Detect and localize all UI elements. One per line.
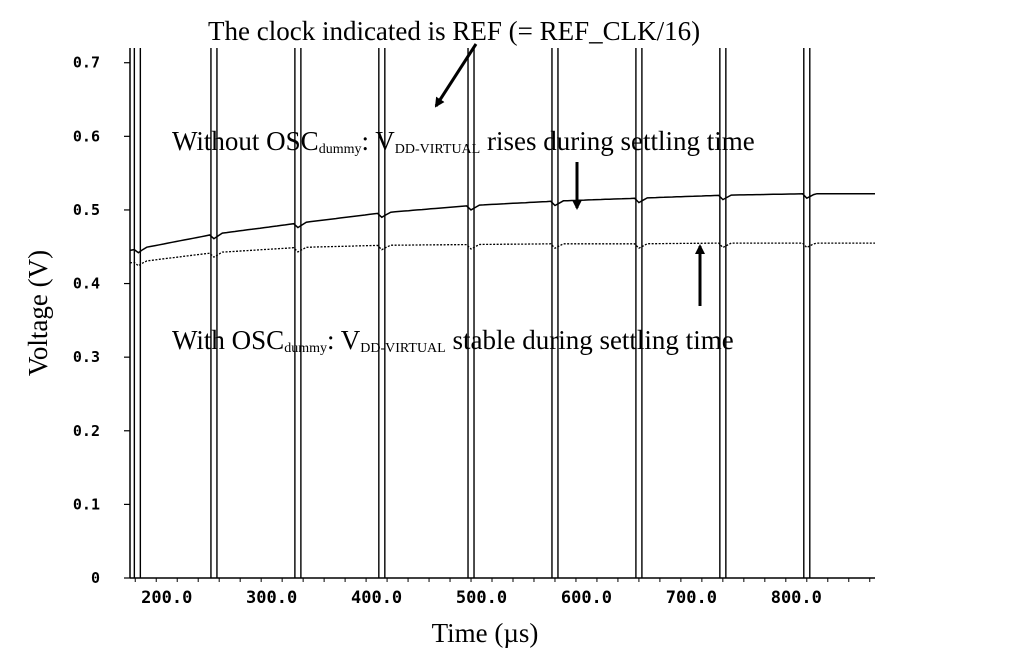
with-mid: : V [327,325,361,355]
x-tick-label: 700.0 [666,588,717,608]
y-tick-label: 0 [91,569,100,587]
y-tick-label: 0.1 [73,495,100,513]
without-mid: : V [361,126,395,156]
x-ticks: 200.0 300.0 400.0 500.0 600.0 700.0 800.0 [134,578,871,608]
without-sub2: DD-VIRTUAL [395,142,480,157]
x-tick-label: 200.0 [141,588,192,608]
with-sub1: dummy [284,341,327,356]
y-tick-label: 0.4 [73,275,100,293]
y-tick-label: 0.7 [73,54,100,72]
clock-edges [133,48,811,578]
without-prefix: Without OSC [172,126,319,156]
x-tick-label: 500.0 [456,588,507,608]
x-tick-label: 400.0 [351,588,402,608]
y-tick-label: 0.3 [73,348,100,366]
series-line-with-osc [129,242,875,267]
x-tick-label: 300.0 [246,588,297,608]
y-tick-label: 0.2 [73,422,100,440]
with-prefix: With OSC [172,325,284,355]
with-sub2: DD-VIRTUAL [360,341,445,356]
y-axis-label: Voltage (V) [23,250,53,376]
without-sub1: dummy [319,142,362,157]
y-tick-label: 0.5 [73,201,100,219]
x-axis-label: Time (µs) [432,618,539,648]
without-suffix: rises during settling time [480,126,754,156]
clock-arrow [434,43,478,108]
without-osc-annotation: Without OSCdummy: VDD-VIRTUAL rises duri… [172,126,755,157]
with-suffix: stable during settling time [446,325,734,355]
y-ticks: 0 0.1 0.2 0.3 0.4 0.5 0.6 0.7 [73,54,130,587]
y-tick-label: 0.6 [73,127,100,145]
series-lines [129,192,875,267]
x-tick-label: 800.0 [771,588,822,608]
with-osc-annotation: With OSCdummy: VDD-VIRTUAL stable during… [172,325,734,356]
series-line-without-osc [129,192,875,254]
clock-note-annotation: The clock indicated is REF (= REF_CLK/16… [208,16,700,46]
x-tick-label: 600.0 [561,588,612,608]
